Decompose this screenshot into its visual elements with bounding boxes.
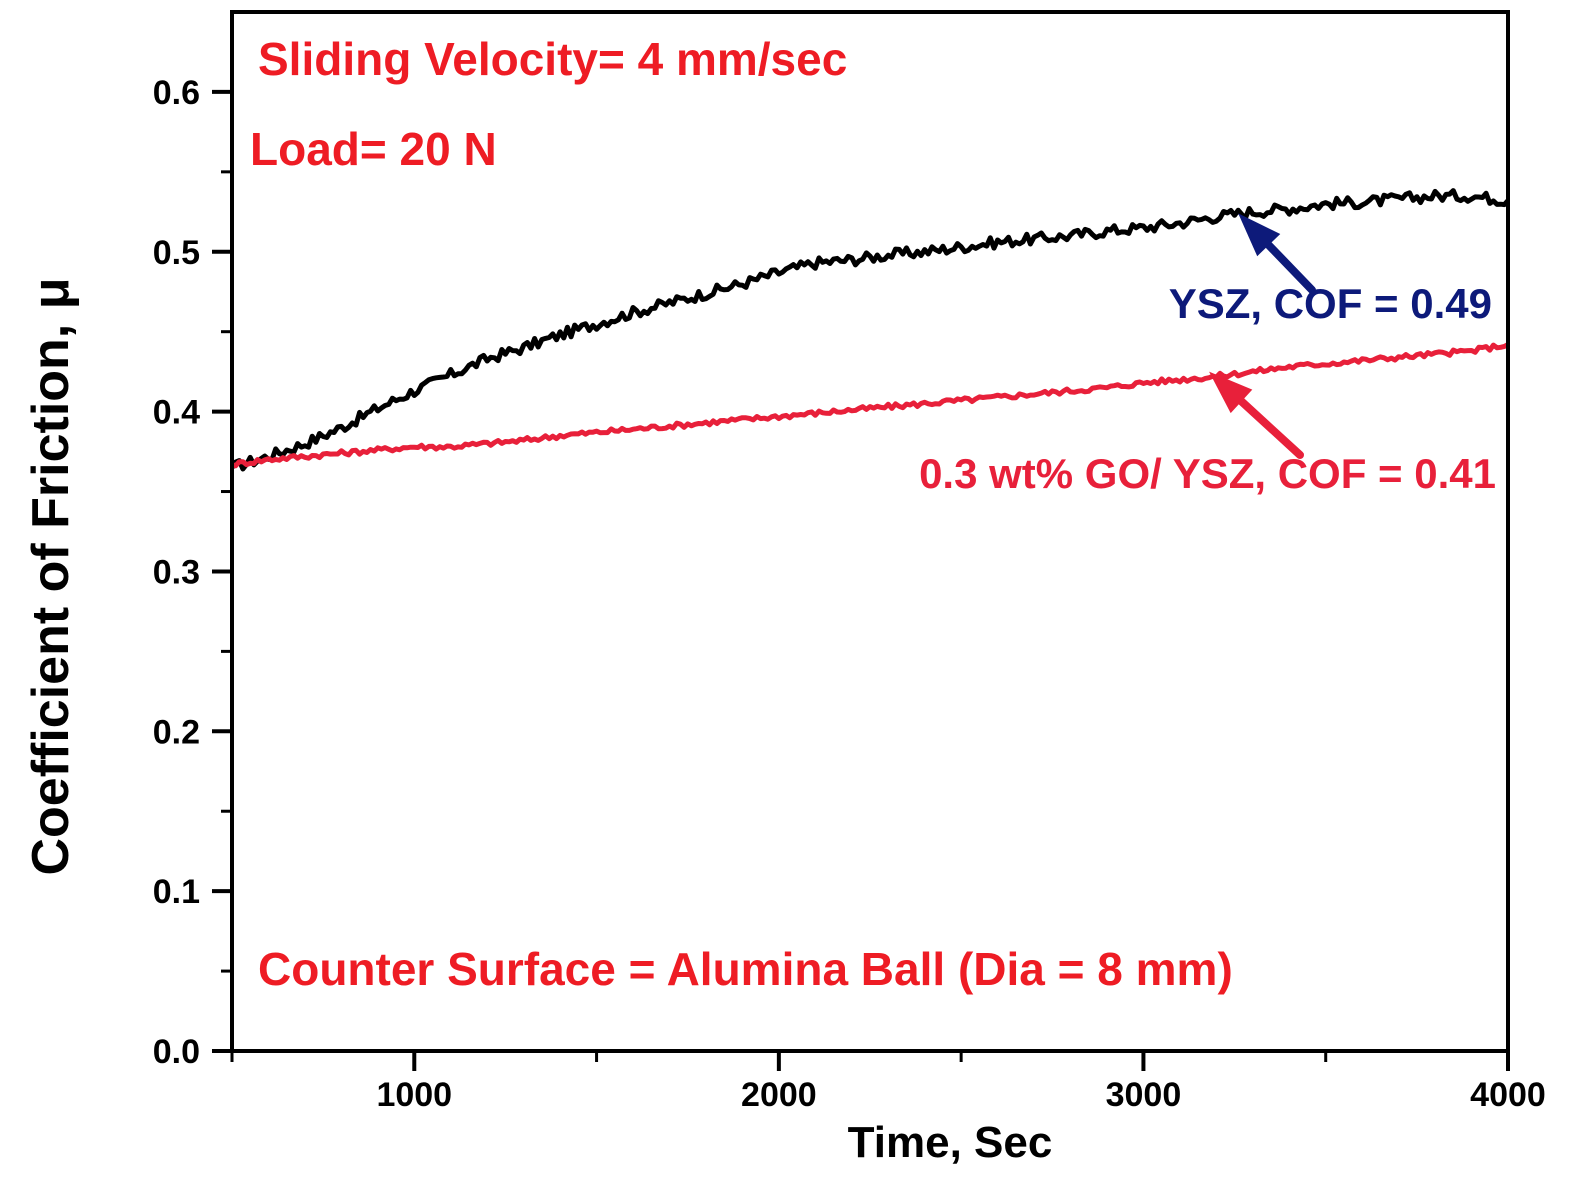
series-line-1 xyxy=(231,342,1510,469)
plot-frame xyxy=(230,10,1510,1053)
y-tick-label: 0.1 xyxy=(153,873,200,911)
series-label-ysz: YSZ, COF = 0.49 xyxy=(1169,280,1492,327)
series-layer xyxy=(229,188,1510,472)
y-tick-label: 0.2 xyxy=(153,713,200,751)
x-tick-label: 3000 xyxy=(1106,1076,1182,1114)
x-tick-label: 4000 xyxy=(1470,1076,1546,1114)
y-tick-label: 0.6 xyxy=(153,74,200,112)
annotation-load: Load= 20 N xyxy=(250,123,497,175)
arrow-shaft xyxy=(1264,241,1316,294)
arrow-shaft xyxy=(1237,397,1304,459)
y-tick-label: 0.3 xyxy=(153,553,200,591)
series-label-go-ysz: 0.3 wt% GO/ YSZ, COF = 0.41 xyxy=(919,450,1496,497)
annotation-sliding-velocity: Sliding Velocity= 4 mm/sec xyxy=(258,33,847,85)
y-tick-label: 0.4 xyxy=(153,394,200,432)
arrow-head xyxy=(1238,213,1281,257)
series-line-0 xyxy=(229,188,1510,472)
x-tick-label: 2000 xyxy=(741,1076,817,1114)
x-axis-title: Time, Sec xyxy=(848,1118,1053,1167)
x-tick-label: 1000 xyxy=(376,1076,452,1114)
y-axis-title: Coefficient of Friction, μ xyxy=(22,277,80,875)
y-tick-label: 0.5 xyxy=(153,234,200,272)
annotation-arrows xyxy=(1209,213,1316,459)
arrow-head xyxy=(1209,371,1253,414)
y-tick-label: 0.0 xyxy=(153,1033,200,1071)
axis-ticks xyxy=(212,89,1510,1071)
tick-labels: 0.0 0.1 0.2 0.3 0.4 0.5 0.6 1000 2000 3000 4000 xyxy=(153,74,1546,1114)
annotation-counter-surface: Counter Surface = Alumina Ball (Dia = 8 … xyxy=(258,943,1233,995)
